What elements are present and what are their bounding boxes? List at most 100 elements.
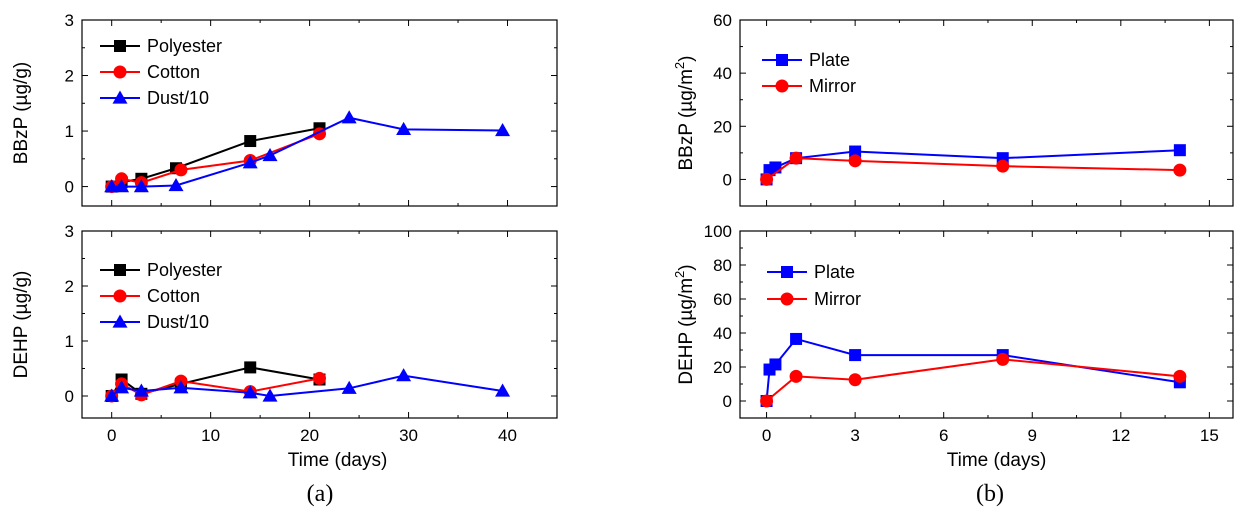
- panel-label-a: (a): [307, 481, 334, 507]
- y-tick-label: 0: [65, 387, 74, 406]
- legend-marker: [114, 264, 126, 276]
- legend-label: Dust/10: [147, 88, 209, 108]
- y-tick-label: 2: [65, 277, 74, 296]
- y-axis-label: BBzP (µg/m2): [672, 56, 697, 171]
- y-tick-label: 3: [65, 11, 74, 30]
- x-tick-label: 30: [399, 426, 418, 445]
- data-point: [996, 159, 1010, 173]
- series-line: [765, 358, 1180, 402]
- legend-entry: Cotton: [100, 62, 200, 82]
- data-point: [341, 110, 357, 124]
- legend-label: Polyester: [147, 36, 222, 56]
- legend-label: Mirror: [814, 289, 861, 309]
- legend-entry: Mirror: [767, 289, 861, 309]
- legend-marker: [113, 65, 127, 79]
- data-point: [495, 122, 511, 137]
- legend-label: Dust/10: [147, 312, 209, 332]
- data-point: [848, 373, 862, 387]
- y-axis-label-name: BBzP: [676, 118, 697, 170]
- data-point: [104, 179, 120, 193]
- legend-marker: [775, 79, 789, 93]
- data-point: [769, 358, 782, 371]
- series-cotton: [105, 127, 326, 194]
- data-point: [495, 383, 511, 397]
- y-tick-label: 40: [713, 64, 732, 83]
- legend-marker: [112, 314, 128, 328]
- x-axis-label: Time (days): [288, 450, 388, 471]
- data-point: [262, 388, 278, 402]
- data-point: [242, 155, 258, 169]
- legend-entry: Mirror: [762, 76, 856, 96]
- legend-marker: [113, 289, 127, 303]
- data-point: [313, 371, 326, 385]
- y-tick-label: 80: [713, 256, 732, 275]
- data-point: [168, 177, 184, 192]
- y-axis-label-unit: (µg/g): [11, 271, 32, 321]
- data-point: [849, 349, 862, 362]
- legend-marker: [780, 292, 794, 306]
- data-point: [114, 179, 130, 193]
- y-tick-label: 1: [65, 122, 74, 141]
- plot-frame: [81, 19, 558, 207]
- y-axis-label-superscript: 2: [672, 271, 687, 278]
- plot-3: 0 3 6 9 12 15 0 20 40 60 80 100 DEHP (µg/m2) Time (da…: [672, 222, 1234, 471]
- y-axis-label-name: BBzP: [11, 112, 32, 164]
- y-tick-label: 40: [713, 324, 732, 343]
- legend-label: Plate: [809, 50, 850, 70]
- legend-entry: Plate: [762, 50, 850, 70]
- y-tick-label: 100: [704, 222, 732, 241]
- y-axis-label-superscript: 2: [672, 62, 687, 69]
- x-tick-label: 15: [1200, 426, 1219, 445]
- y-axis-label-unit: (µg/m: [676, 69, 697, 118]
- x-tick-label: 0: [762, 426, 771, 445]
- x-tick-label: 9: [1028, 426, 1037, 445]
- legend-label: Mirror: [809, 76, 856, 96]
- legend-label: Cotton: [147, 62, 200, 82]
- data-point: [848, 154, 862, 168]
- data-point: [242, 385, 258, 399]
- x-tick-label: 6: [939, 426, 948, 445]
- y-axis-label-close: ): [676, 264, 697, 270]
- y-tick-label: 0: [65, 178, 74, 197]
- legend-label: Polyester: [147, 260, 222, 280]
- x-tick-label: 12: [1111, 426, 1130, 445]
- y-tick-label: 20: [713, 117, 732, 136]
- legend-entry: Cotton: [100, 286, 200, 306]
- legend-entry: Dust/10: [100, 312, 209, 332]
- y-axis-label-name: DEHP: [11, 321, 32, 379]
- x-tick-label: 20: [300, 426, 319, 445]
- data-point: [115, 172, 129, 186]
- data-point: [1173, 144, 1186, 157]
- data-point: [114, 380, 130, 394]
- legend-label: Plate: [814, 262, 855, 282]
- panel-label-b: (b): [976, 481, 1004, 507]
- x-tick-label: 10: [201, 426, 220, 445]
- y-tick-label: 20: [713, 358, 732, 377]
- plot-frame: [81, 230, 558, 419]
- series-line: [765, 157, 1180, 181]
- data-point: [769, 161, 782, 174]
- y-axis-label: DEHP (µg/g): [11, 271, 32, 379]
- x-axis-label: Time (days): [947, 450, 1047, 471]
- x-tick-label: 40: [498, 426, 517, 445]
- y-axis-label: DEHP (µg/m2): [672, 264, 697, 384]
- y-axis-label-close: ): [676, 56, 697, 62]
- plot-2: 0 20 40 60 BBzP (µg/m2) Plate Mirror: [672, 11, 1234, 207]
- series-mirror: [760, 352, 1187, 408]
- plot-0: 0 1 2 3 BBzP (µg/g) Polyester Cotton Dust/10: [11, 11, 558, 207]
- data-point: [760, 394, 774, 408]
- y-axis-label-unit: (µg/g): [11, 62, 32, 112]
- legend-entry: Dust/10: [100, 88, 209, 108]
- data-point: [396, 121, 412, 136]
- plot-frame: [739, 230, 1234, 419]
- data-point: [173, 380, 189, 394]
- y-tick-label: 1: [65, 332, 74, 351]
- data-point: [244, 361, 257, 374]
- plot-frame: [739, 19, 1234, 207]
- series-mirror: [760, 151, 1187, 186]
- data-point: [133, 383, 149, 397]
- legend-label: Cotton: [147, 286, 200, 306]
- data-point: [1173, 369, 1187, 383]
